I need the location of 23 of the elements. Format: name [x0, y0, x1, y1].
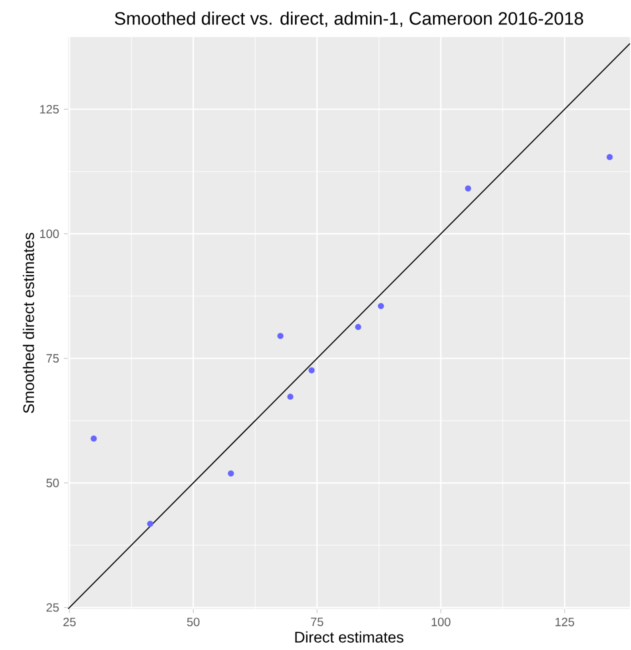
point — [287, 394, 294, 400]
x-tick-label: 75 — [310, 618, 324, 626]
point — [147, 520, 154, 527]
point — [355, 324, 362, 330]
point — [465, 185, 472, 192]
x-tick-label: 100 — [432, 618, 450, 626]
y-tick-label: 100 — [40, 230, 59, 238]
point — [277, 332, 284, 340]
x-tick-label: 50 — [187, 618, 200, 626]
y-tick-label: 50 — [46, 478, 59, 488]
point — [308, 367, 315, 374]
point — [606, 154, 613, 160]
chart-title: Smoothed direct vs. direct, admin-1, Cameroon 2016-2018 — [114, 12, 584, 27]
point — [90, 436, 97, 442]
x-axis-title: Direct estimates — [295, 631, 404, 643]
x-tick-label: 25 — [63, 618, 76, 626]
y-tick-label: 75 — [46, 354, 59, 363]
point — [378, 302, 384, 310]
y-tick-label: 125 — [40, 104, 59, 114]
point — [228, 470, 234, 477]
x-tick-label: 125 — [556, 618, 574, 626]
y-axis-title: Smoothed direct estimates — [22, 232, 34, 414]
y-tick-label: 25 — [46, 603, 59, 612]
